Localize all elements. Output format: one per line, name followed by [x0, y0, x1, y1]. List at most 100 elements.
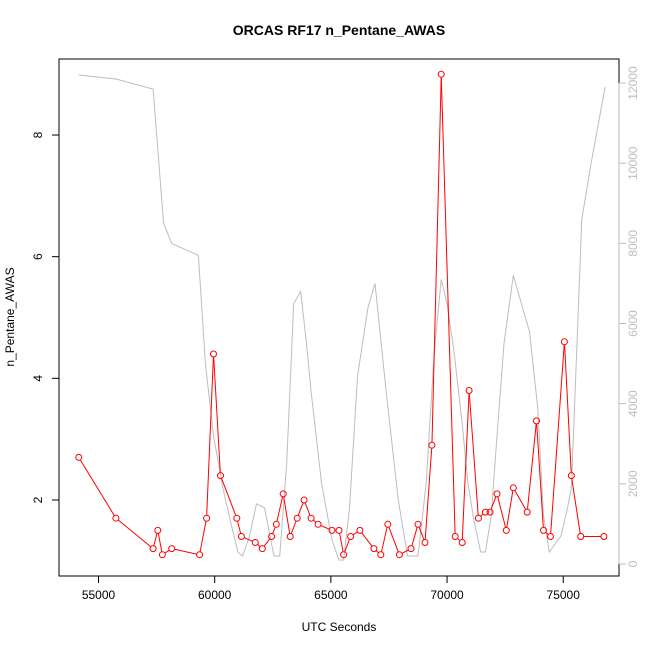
data-point — [481, 508, 489, 516]
primary-series-segment — [297, 502, 304, 516]
x-tick-label: 70000 — [430, 588, 464, 602]
primary-series-segment — [461, 393, 470, 540]
data-point — [75, 453, 83, 461]
data-point — [237, 533, 245, 540]
primary-series-segment — [431, 77, 442, 443]
y2-tick-label: 8000 — [626, 230, 640, 257]
primary-series-segment — [506, 490, 514, 528]
y2-tick-label: 4000 — [626, 390, 640, 417]
primary-series-segment — [514, 490, 527, 510]
primary-series-segment — [375, 550, 379, 554]
data-point — [493, 490, 501, 498]
plot-layer: 55000 60000 65000 70000 75000 2 4 6 8 0 2000 4000 60… — [31, 66, 640, 602]
primary-series-segment — [206, 356, 214, 516]
y-tick-label: 8 — [31, 131, 45, 138]
y-tick-label: 6 — [31, 253, 45, 260]
primary-series-segment — [263, 538, 271, 547]
x-tick-label: 55000 — [82, 588, 116, 602]
y-tick-label: 2 — [31, 496, 45, 503]
data-point — [154, 526, 162, 534]
data-point — [377, 551, 385, 559]
primary-series-segment — [352, 531, 358, 536]
data-point — [149, 545, 157, 553]
chart-title: ORCAS RF17 n_Pentane_AWAS — [233, 22, 445, 38]
data-point — [600, 533, 608, 540]
data-point — [465, 387, 473, 394]
primary-series-segment — [564, 344, 572, 473]
data-point — [547, 533, 554, 540]
data-point — [112, 514, 120, 522]
data-point — [272, 520, 280, 528]
primary-series-segment — [221, 478, 237, 516]
data-point — [421, 539, 429, 546]
y2-tick-label: 0 — [626, 560, 640, 567]
data-point — [210, 350, 217, 358]
primary-series-segment — [320, 525, 330, 530]
data-point — [437, 70, 445, 78]
data-point — [217, 472, 224, 480]
primary-series-segment — [313, 519, 317, 523]
data-point — [300, 496, 308, 504]
data-point — [251, 539, 259, 546]
primary-series-segment — [304, 502, 311, 516]
primary-series-segment — [550, 344, 565, 534]
data-point — [268, 533, 276, 540]
primary-series-segment — [571, 478, 581, 534]
data-point — [233, 514, 241, 522]
data-point — [340, 551, 348, 559]
data-point — [293, 514, 301, 522]
primary-series-segment — [290, 520, 297, 534]
primary-series-segment — [527, 423, 537, 510]
primary-series-segment — [283, 496, 291, 534]
primary-series-segment — [344, 539, 350, 553]
data-point — [314, 520, 322, 528]
primary-series-segment — [536, 423, 544, 528]
primary-series-segment — [440, 77, 456, 534]
primary-series-segment — [545, 532, 549, 535]
primary-series-segment — [164, 549, 170, 554]
data-point — [414, 520, 422, 528]
data-point — [158, 551, 166, 559]
primary-series-segment — [388, 526, 399, 553]
y2-tick-label: 10000 — [626, 146, 640, 180]
data-point — [428, 441, 436, 449]
x-tick-label: 60000 — [198, 588, 232, 602]
data-point — [347, 533, 355, 540]
primary-series-segment — [213, 356, 221, 473]
data-point — [474, 514, 482, 522]
data-point — [307, 514, 315, 522]
data-point — [577, 533, 585, 540]
data-point — [356, 526, 364, 534]
data-point — [509, 484, 517, 492]
y2-tick-label: 2000 — [626, 470, 640, 497]
data-point — [407, 545, 415, 553]
primary-series-segment — [237, 520, 242, 534]
primary-series-segment — [244, 537, 253, 542]
primary-series-segment — [361, 532, 373, 547]
data-point — [328, 526, 336, 534]
primary-series-segment — [497, 496, 507, 528]
data-point — [451, 533, 459, 540]
primary-series-segment — [468, 393, 479, 516]
data-point — [384, 520, 392, 528]
primary-series-segment — [411, 527, 418, 546]
data-point — [540, 526, 547, 534]
y-tick-label: 4 — [31, 375, 45, 382]
y2-tick-label: 6000 — [626, 310, 640, 337]
data-point — [203, 514, 211, 522]
data-point — [533, 417, 540, 425]
primary-series-segment — [418, 526, 425, 540]
x-tick-label: 65000 — [314, 588, 348, 602]
data-point — [370, 545, 378, 553]
primary-series-segment — [199, 521, 207, 552]
data-point — [335, 526, 343, 534]
data-point — [168, 545, 176, 553]
primary-series-segment — [424, 448, 433, 540]
data-point — [523, 508, 531, 516]
data-point — [196, 551, 204, 559]
x-axis-label: UTC Seconds — [302, 620, 377, 634]
data-point — [279, 490, 287, 498]
data-point — [486, 508, 494, 516]
data-point — [286, 533, 294, 540]
